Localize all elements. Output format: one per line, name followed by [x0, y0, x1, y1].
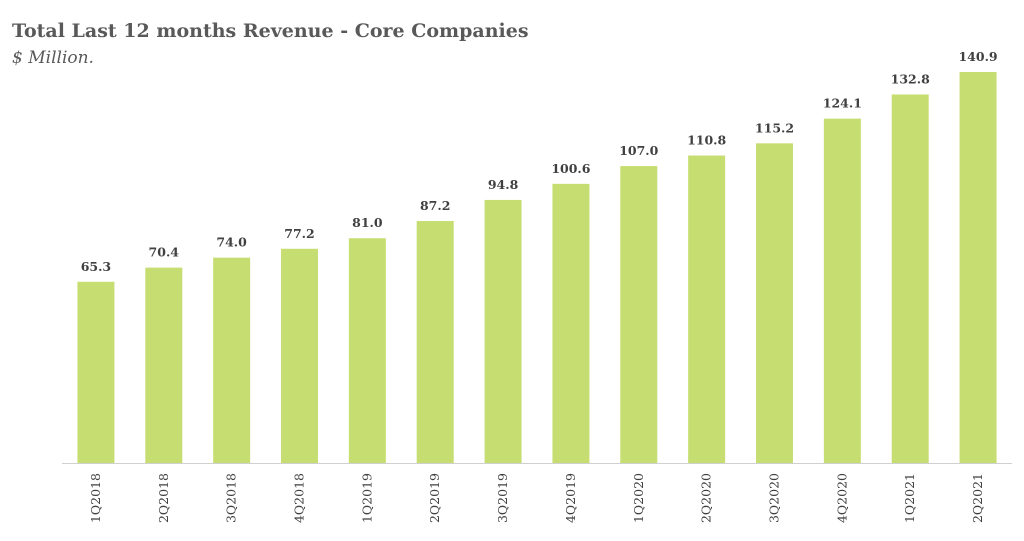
bar-1Q2021 — [891, 94, 929, 463]
value-label-4Q2019: 100.6 — [551, 161, 590, 176]
bar-3Q2018 — [213, 257, 251, 463]
value-label-2Q2018: 70.4 — [149, 245, 180, 260]
bar-1Q2019 — [348, 238, 386, 463]
bar-2Q2021 — [959, 72, 997, 463]
value-label-4Q2018: 77.2 — [284, 226, 314, 241]
bar-1Q2018 — [77, 281, 115, 463]
bar-1Q2020 — [620, 166, 658, 463]
x-tick-label-3Q2019: 3Q2019 — [495, 473, 510, 523]
chart-title: Total Last 12 months Revenue - Core Comp… — [12, 20, 529, 42]
x-tick-label-1Q2018: 1Q2018 — [88, 473, 103, 523]
value-label-3Q2019: 94.8 — [488, 177, 519, 192]
value-label-1Q2019: 81.0 — [352, 215, 383, 230]
x-tick-label-3Q2020: 3Q2020 — [767, 473, 782, 523]
bar-2Q2018 — [145, 267, 183, 463]
x-tick-label-1Q2019: 1Q2019 — [359, 473, 374, 523]
value-label-1Q2018: 65.3 — [81, 259, 111, 274]
value-label-2Q2019: 87.2 — [420, 198, 450, 213]
x-tick-label-4Q2020: 4Q2020 — [834, 473, 849, 523]
x-tick-labels-group: 1Q2018 2Q2018 3Q2018 4Q2018 1Q2019 2Q2019 3Q20… — [88, 473, 985, 523]
value-label-1Q2020: 107.0 — [619, 143, 658, 158]
x-tick-label-4Q2019: 4Q2019 — [563, 473, 578, 523]
value-label-3Q2020: 115.2 — [755, 120, 794, 135]
x-tick-label-1Q2021: 1Q2021 — [902, 473, 917, 523]
x-tick-label-2Q2020: 2Q2020 — [699, 473, 714, 523]
value-labels-group: 65.3 70.4 74.0 77.2 81.0 87.2 94.8 100.6 107.0 11… — [81, 49, 998, 274]
value-label-3Q2018: 74.0 — [216, 235, 247, 250]
value-label-4Q2020: 124.1 — [823, 96, 862, 111]
x-tick-label-2Q2021: 2Q2021 — [970, 473, 985, 523]
bar-2Q2020 — [688, 155, 726, 464]
value-label-1Q2021: 132.8 — [891, 71, 930, 86]
x-tick-label-4Q2018: 4Q2018 — [292, 473, 307, 523]
chart-subtitle: $ Million. — [12, 48, 94, 68]
bar-3Q2020 — [756, 143, 793, 463]
value-label-2Q2020: 110.8 — [687, 133, 726, 148]
bar-3Q2019 — [484, 199, 522, 463]
bar-4Q2019 — [552, 183, 590, 463]
x-tick-label-2Q2018: 2Q2018 — [156, 473, 171, 523]
x-tick-label-1Q2020: 1Q2020 — [631, 473, 646, 523]
bar-4Q2020 — [823, 118, 861, 463]
x-tick-label-2Q2019: 2Q2019 — [427, 473, 442, 523]
value-label-2Q2021: 140.9 — [958, 49, 997, 64]
x-tick-label-3Q2018: 3Q2018 — [224, 473, 239, 523]
bar-4Q2018 — [281, 248, 318, 463]
bar-2Q2019 — [416, 221, 454, 463]
bars-group — [77, 72, 997, 464]
